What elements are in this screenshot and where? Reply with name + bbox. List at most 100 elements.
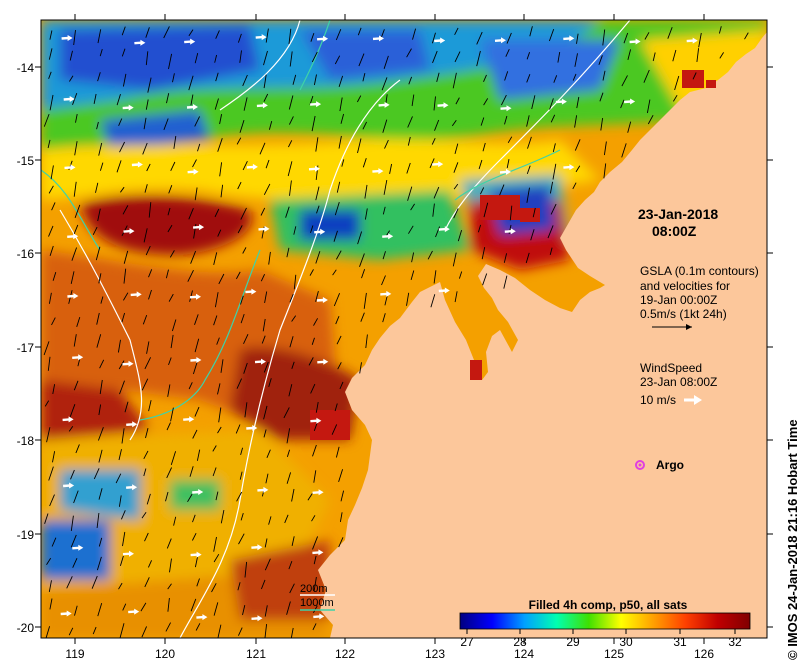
velocity-arrow — [674, 75, 680, 91]
velocity-arrow — [620, 99, 625, 109]
wind-arrow-head — [129, 550, 134, 557]
velocity-arrow — [167, 384, 171, 397]
velocity-arrow — [315, 137, 319, 152]
wind-arrow — [258, 227, 266, 231]
velocity-arrow — [146, 163, 151, 172]
velocity-arrow — [98, 449, 103, 463]
velocity-arrow — [238, 533, 245, 545]
wind-arrow-head — [443, 102, 449, 109]
velocity-arrow — [384, 139, 389, 149]
velocity-arrow — [263, 429, 267, 438]
velocity-arrow — [147, 77, 152, 93]
wind-arrow-head — [73, 233, 79, 240]
velocity-arrow — [116, 160, 122, 173]
velocity-arrow — [99, 48, 103, 57]
velocity-arrow — [118, 582, 123, 590]
wind-arrow-head — [635, 38, 641, 45]
velocity-arrow — [236, 378, 243, 389]
wind-arrow-head — [501, 37, 506, 44]
velocity-arrow — [315, 290, 319, 302]
velocity-arrow — [265, 159, 270, 169]
velocity-arrow — [333, 230, 338, 242]
wind-arrow — [312, 491, 320, 494]
velocity-arrow — [286, 472, 292, 484]
velocity-arrow — [268, 378, 272, 388]
velocity-arrow — [97, 602, 103, 617]
wind-arrow — [494, 39, 503, 42]
wind-arrow-head — [190, 38, 196, 45]
wind-arrow-head — [379, 35, 384, 42]
velocity-arrow — [313, 555, 317, 565]
velocity-arrow — [506, 159, 510, 169]
wind-arrow-head — [78, 354, 84, 361]
velocity-arrow — [119, 141, 126, 153]
velocity-arrow — [286, 247, 290, 258]
velocity-arrow — [264, 558, 271, 571]
velocity-arrow — [313, 422, 318, 432]
lon-tick-label: 122 — [335, 647, 355, 661]
velocity-arrow — [73, 380, 79, 391]
lat-tick-label: -18 — [17, 434, 35, 448]
velocity-arrow — [334, 55, 341, 65]
lon-tick-label: 124 — [514, 647, 534, 661]
velocity-arrow — [288, 95, 294, 110]
velocity-arrow — [169, 558, 172, 573]
colorbar-ticks — [466, 629, 736, 634]
wind-scale-arrow — [684, 395, 702, 405]
lon-tick-label: 121 — [246, 647, 266, 661]
velocity-arrow — [124, 401, 129, 413]
velocity-arrow — [168, 185, 173, 194]
wind-arrow-head — [140, 39, 146, 46]
colorbar: Filled 4h comp, p50, all sats 27 28 29 3… — [459, 598, 751, 649]
lat-tick-label: -14 — [17, 61, 35, 75]
velocity-arrow — [431, 32, 436, 44]
velocity-arrow — [408, 225, 414, 234]
velocity-arrow — [220, 510, 225, 524]
velocity-arrow — [382, 251, 386, 260]
velocity-arrow — [265, 473, 269, 484]
velocity-arrow — [219, 162, 223, 177]
velocity-arrow — [627, 121, 632, 133]
velocity-arrow — [452, 72, 457, 89]
velocity-arrow — [575, 165, 581, 173]
velocity-arrow — [383, 55, 389, 69]
velocity-arrow — [69, 75, 74, 82]
velocity-arrow — [481, 247, 486, 260]
velocity-arrow — [146, 341, 150, 354]
velocity-arrow — [49, 494, 55, 507]
velocity-arrow — [237, 181, 242, 190]
velocity-arrow — [122, 531, 126, 547]
velocity-arrow — [288, 116, 294, 125]
velocity-arrow — [213, 553, 220, 563]
velocity-arrow — [121, 312, 126, 323]
velocity-arrow — [194, 314, 199, 325]
velocity-arrow — [118, 449, 122, 461]
wind-arrow — [62, 418, 70, 422]
velocity-arrow — [237, 225, 243, 234]
map-frame — [40, 19, 768, 639]
velocity-arrow — [196, 578, 200, 587]
velocity-arrow — [499, 184, 505, 196]
velocity-arrow — [70, 534, 77, 548]
velocity-arrow — [357, 27, 362, 36]
colorbar-tick-label: 29 — [566, 635, 580, 649]
wind-arrow-head — [316, 417, 322, 424]
time-label: 08:00Z — [652, 223, 697, 239]
wind-arrow-head — [569, 35, 575, 42]
velocity-arrow — [217, 383, 221, 395]
velocity-arrow — [454, 291, 458, 303]
wind-arrow-head — [202, 614, 208, 621]
velocity-arrow — [97, 208, 101, 222]
velocity-arrow — [219, 114, 223, 125]
velocity-arrow — [242, 74, 248, 87]
velocity-arrow — [92, 226, 98, 236]
colorbar-gradient — [459, 612, 751, 630]
velocity-arrow — [264, 624, 268, 638]
velocity-arrow — [196, 449, 201, 461]
wind-arrow-head — [129, 228, 135, 235]
velocity-arrow — [332, 269, 337, 276]
velocity-arrow — [148, 400, 152, 412]
wind-arrow-head — [262, 102, 268, 109]
velocity-arrow — [530, 229, 535, 241]
velocity-arrow — [311, 337, 315, 345]
